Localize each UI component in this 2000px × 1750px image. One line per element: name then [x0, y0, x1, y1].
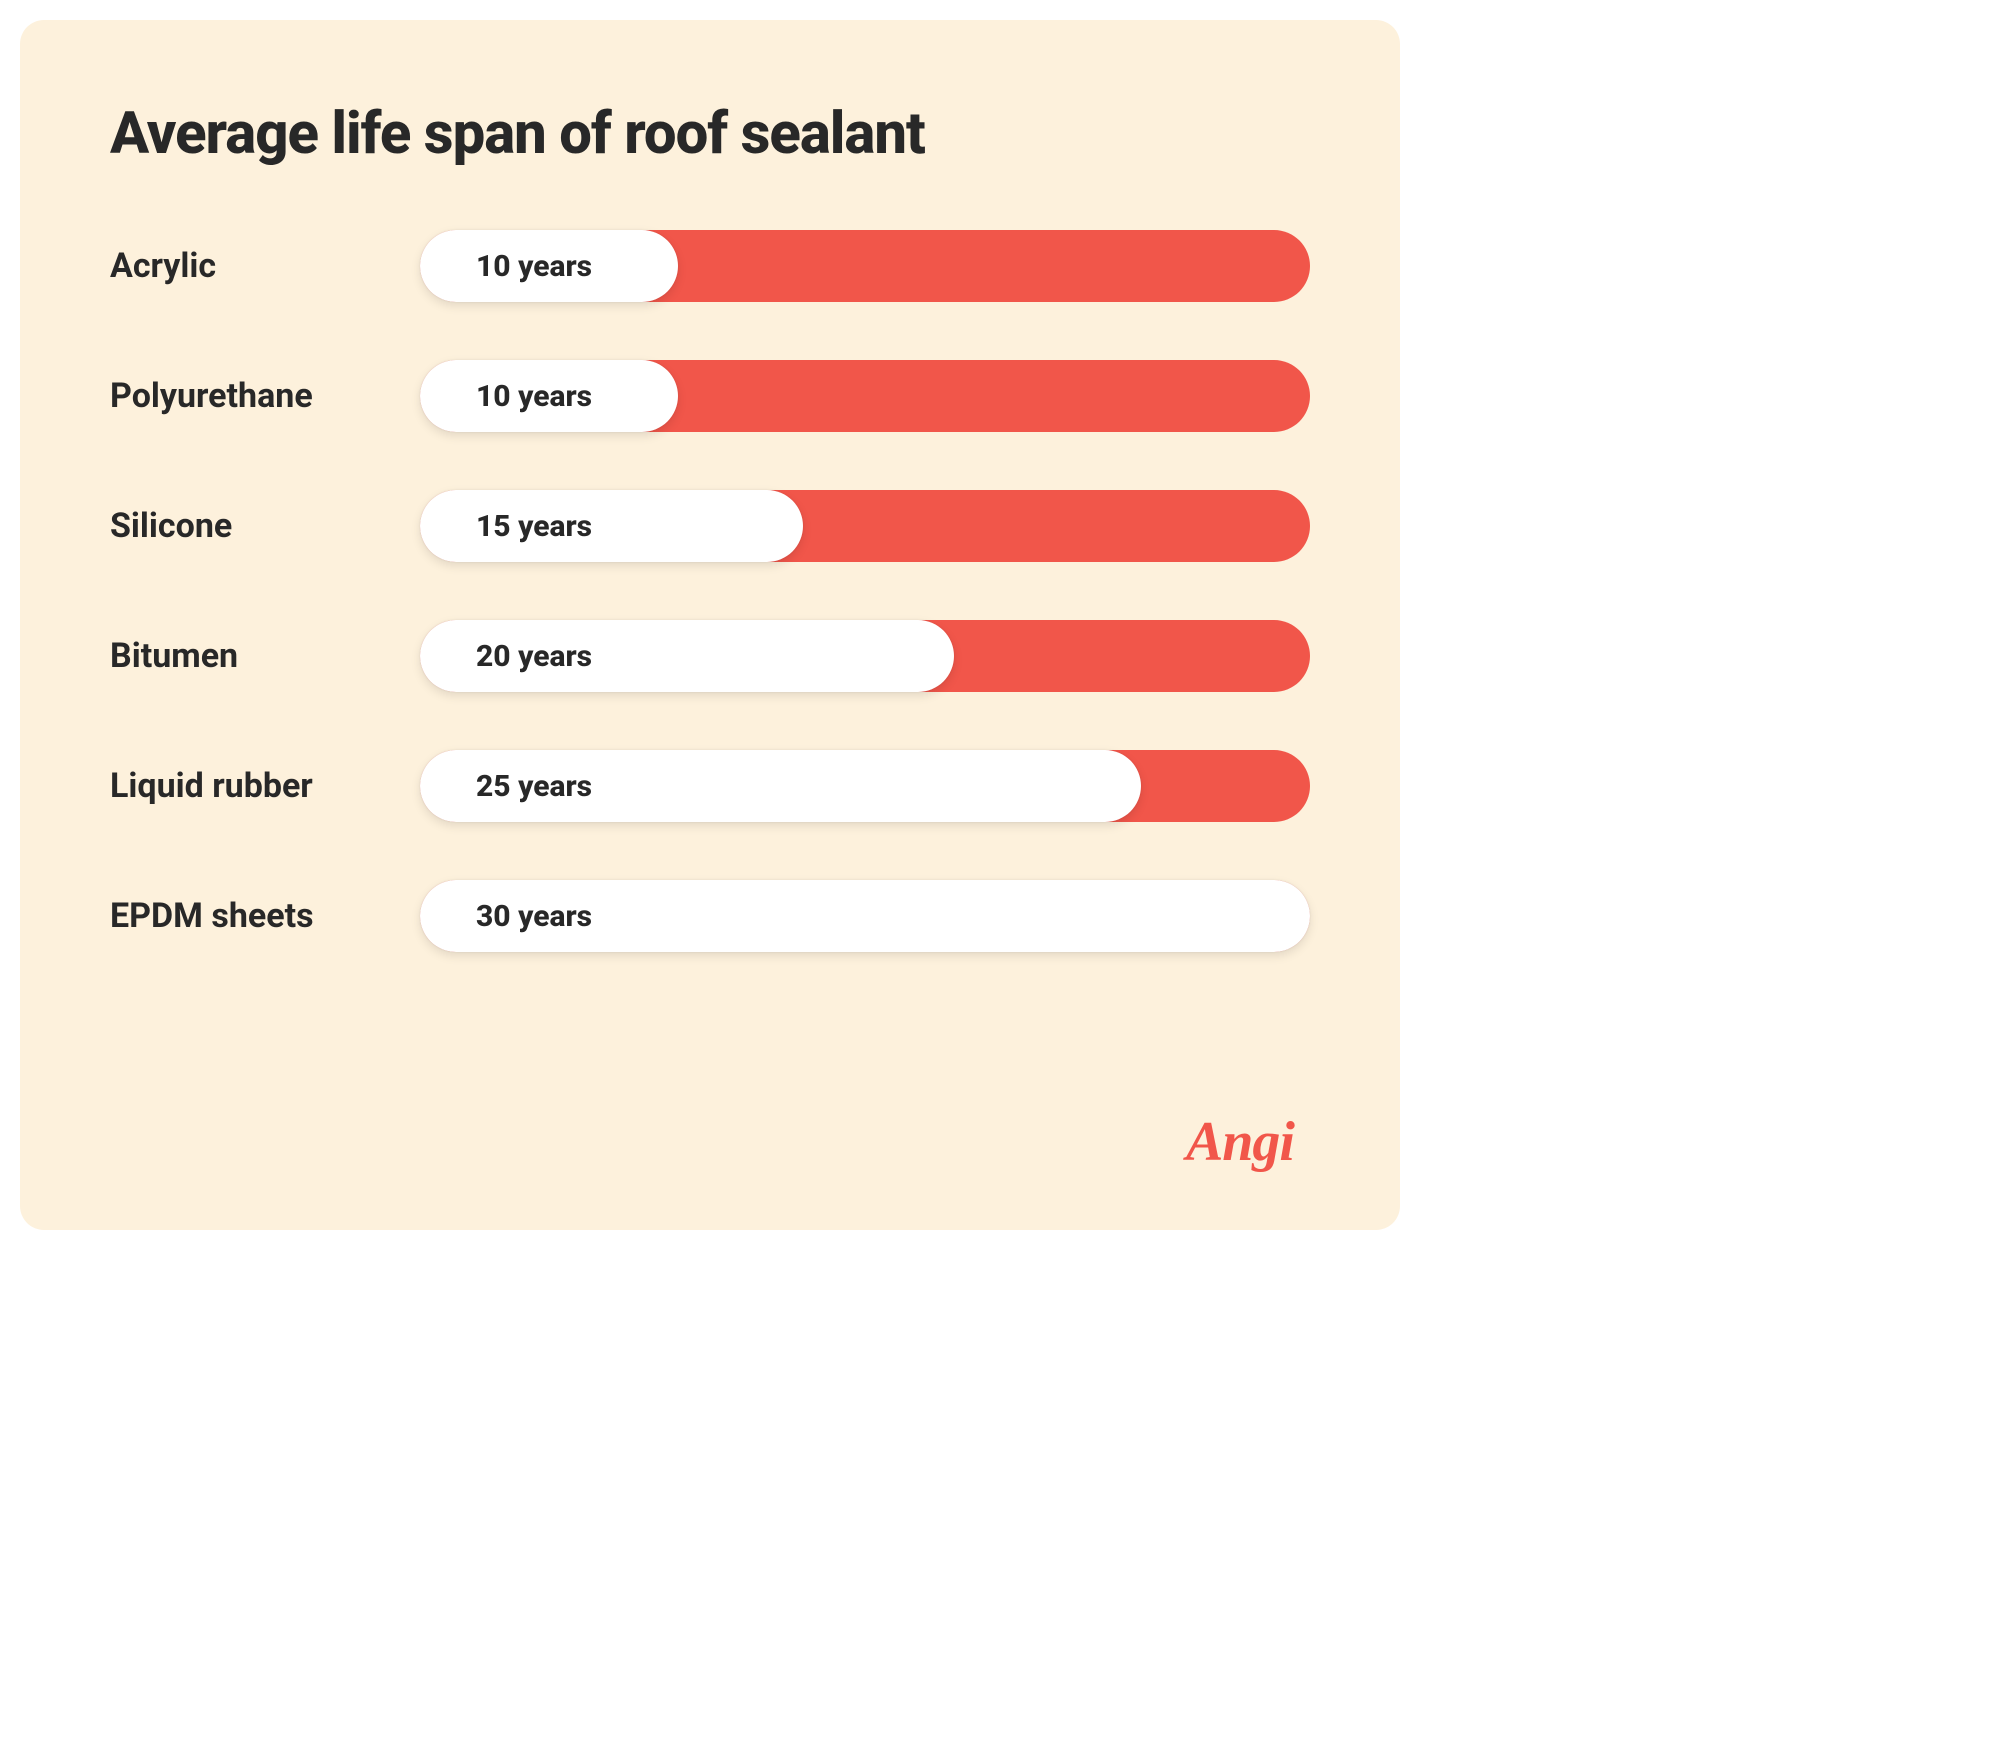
bar-rows: Acrylic 10 years Polyurethane 10 years S… — [110, 230, 1310, 952]
bar-container: 10 years — [420, 360, 1310, 432]
row-label: Liquid rubber — [110, 766, 420, 806]
bar-value: 20 years — [476, 639, 592, 674]
bar-value: 10 years — [476, 249, 592, 284]
bar-fill: 15 years — [420, 490, 803, 562]
infographic-card: Average life span of roof sealant Acryli… — [20, 20, 1400, 1230]
bar-fill: 30 years — [420, 880, 1310, 952]
bar-container: 10 years — [420, 230, 1310, 302]
bar-fill: 10 years — [420, 360, 678, 432]
bar-row: Silicone 15 years — [110, 490, 1310, 562]
bar-fill: 10 years — [420, 230, 678, 302]
bar-value: 15 years — [476, 509, 592, 544]
bar-fill: 25 years — [420, 750, 1141, 822]
row-label: Silicone — [110, 506, 420, 546]
chart-title: Average life span of roof sealant — [110, 100, 1310, 168]
bar-value: 30 years — [476, 899, 592, 934]
brand-logo: Angi — [1186, 1110, 1294, 1174]
bar-value: 25 years — [476, 769, 592, 804]
bar-row: EPDM sheets 30 years — [110, 880, 1310, 952]
bar-row: Polyurethane 10 years — [110, 360, 1310, 432]
bar-container: 25 years — [420, 750, 1310, 822]
bar-row: Liquid rubber 25 years — [110, 750, 1310, 822]
bar-fill: 20 years — [420, 620, 954, 692]
row-label: EPDM sheets — [110, 896, 420, 936]
row-label: Bitumen — [110, 636, 420, 676]
row-label: Acrylic — [110, 246, 420, 286]
bar-container: 30 years — [420, 880, 1310, 952]
bar-row: Bitumen 20 years — [110, 620, 1310, 692]
bar-container: 20 years — [420, 620, 1310, 692]
row-label: Polyurethane — [110, 376, 420, 416]
bar-container: 15 years — [420, 490, 1310, 562]
bar-row: Acrylic 10 years — [110, 230, 1310, 302]
bar-value: 10 years — [476, 379, 592, 414]
